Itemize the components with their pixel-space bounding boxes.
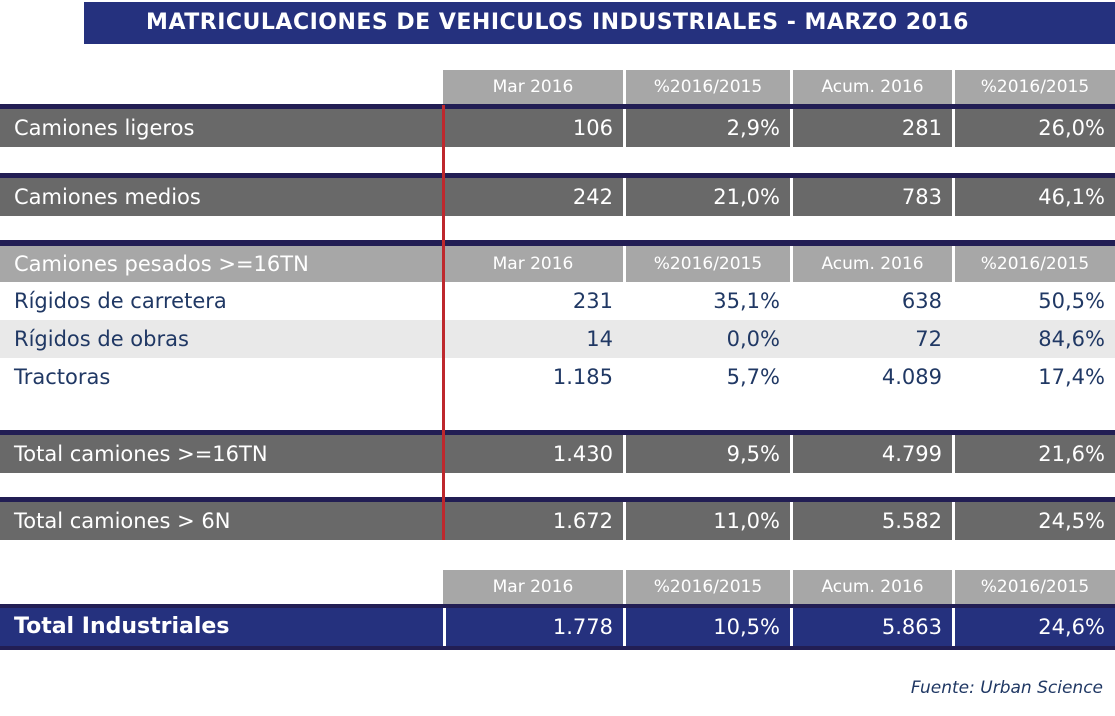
column-header-pct-month: %2016/2015 — [623, 70, 790, 104]
row-total-camiones-16tn: Total camiones >=16TN 1.430 9,5% 4.799 2… — [0, 430, 1115, 473]
row-camiones-ligeros: Camiones ligeros 106 2,9% 281 26,0% — [0, 104, 1115, 147]
report-table: Mar 2016 %2016/2015 Acum. 2016 %2016/201… — [0, 70, 1115, 698]
value-pct-acum: 26,0% — [952, 109, 1115, 147]
row-label: Total camiones >=16TN — [0, 435, 443, 473]
value-mar2016: 242 — [443, 178, 623, 216]
value-pct-acum: 84,6% — [952, 320, 1115, 358]
value-pct-month: 35,1% — [623, 282, 790, 320]
value-acum2016: 4.089 — [790, 358, 952, 396]
row-total-industriales: Total Industriales 1.778 10,5% 5.863 24,… — [0, 604, 1115, 650]
column-header-acum2016: Acum. 2016 — [790, 70, 952, 104]
column-header-pct-month: %2016/2015 — [623, 570, 790, 604]
value-acum2016: 5.582 — [790, 502, 952, 540]
value-acum2016: 72 — [790, 320, 952, 358]
row-label: Tractoras — [0, 358, 443, 396]
header-spacer — [0, 570, 443, 604]
column-header-acum2016: Acum. 2016 — [790, 570, 952, 604]
value-mar2016: 1.430 — [443, 435, 623, 473]
value-acum2016: 4.799 — [790, 435, 952, 473]
value-pct-month: 11,0% — [623, 502, 790, 540]
value-pct-acum: 24,6% — [952, 608, 1115, 646]
row-rigidos-obras: Rígidos de obras 14 0,0% 72 84,6% — [0, 320, 1115, 358]
section-label: Camiones pesados >=16TN — [0, 246, 443, 282]
value-pct-acum: 17,4% — [952, 358, 1115, 396]
value-mar2016: 106 — [443, 109, 623, 147]
column-header-mar2016: Mar 2016 — [443, 570, 623, 604]
row-label: Camiones ligeros — [0, 109, 443, 147]
value-mar2016: 1.185 — [443, 358, 623, 396]
row-label: Total Industriales — [0, 608, 443, 646]
value-pct-month: 0,0% — [623, 320, 790, 358]
value-pct-month: 21,0% — [623, 178, 790, 216]
value-mar2016: 1.778 — [443, 608, 623, 646]
value-pct-month: 2,9% — [623, 109, 790, 147]
value-pct-acum: 24,5% — [952, 502, 1115, 540]
row-camiones-medios: Camiones medios 242 21,0% 783 46,1% — [0, 173, 1115, 216]
value-pct-month: 10,5% — [623, 608, 790, 646]
row-label: Total camiones > 6N — [0, 502, 443, 540]
value-pct-month: 9,5% — [623, 435, 790, 473]
column-header-row-top: Mar 2016 %2016/2015 Acum. 2016 %2016/201… — [0, 70, 1115, 104]
value-acum2016: 5.863 — [790, 608, 952, 646]
value-pct-acum: 21,6% — [952, 435, 1115, 473]
value-mar2016: 231 — [443, 282, 623, 320]
value-pct-acum: 46,1% — [952, 178, 1115, 216]
value-mar2016: 1.672 — [443, 502, 623, 540]
red-divider-line — [442, 105, 445, 540]
column-header-row-bottom: Mar 2016 %2016/2015 Acum. 2016 %2016/201… — [0, 570, 1115, 604]
column-header-mar2016: Mar 2016 — [443, 246, 623, 282]
value-pct-month: 5,7% — [623, 358, 790, 396]
column-header-pct-acum: %2016/2015 — [952, 570, 1115, 604]
column-header-pct-month: %2016/2015 — [623, 246, 790, 282]
value-pct-acum: 50,5% — [952, 282, 1115, 320]
value-acum2016: 638 — [790, 282, 952, 320]
value-acum2016: 783 — [790, 178, 952, 216]
value-mar2016: 14 — [443, 320, 623, 358]
column-header-acum2016: Acum. 2016 — [790, 246, 952, 282]
row-label: Rígidos de carretera — [0, 282, 443, 320]
header-spacer — [0, 70, 443, 104]
row-tractoras: Tractoras 1.185 5,7% 4.089 17,4% — [0, 358, 1115, 396]
page-title: MATRICULACIONES DE VEHICULOS INDUSTRIALE… — [146, 10, 969, 35]
title-bar — [84, 2, 1115, 44]
row-label: Rígidos de obras — [0, 320, 443, 358]
row-rigidos-carretera: Rígidos de carretera 231 35,1% 638 50,5% — [0, 282, 1115, 320]
column-header-pct-acum: %2016/2015 — [952, 70, 1115, 104]
section-header-camiones-pesados: Camiones pesados >=16TN Mar 2016 %2016/2… — [0, 240, 1115, 282]
column-header-mar2016: Mar 2016 — [443, 70, 623, 104]
row-total-camiones-6n: Total camiones > 6N 1.672 11,0% 5.582 24… — [0, 497, 1115, 540]
value-acum2016: 281 — [790, 109, 952, 147]
source-credit: Fuente: Urban Science — [910, 678, 1103, 698]
row-label: Camiones medios — [0, 178, 443, 216]
column-header-pct-acum: %2016/2015 — [952, 246, 1115, 282]
